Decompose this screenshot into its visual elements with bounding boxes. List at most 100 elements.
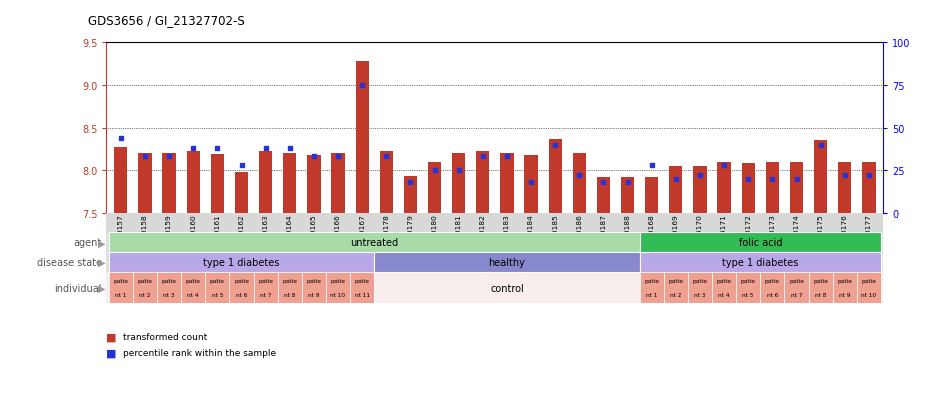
- Text: GSM440173: GSM440173: [770, 214, 775, 259]
- Bar: [283, 154, 296, 213]
- Text: patie: patie: [789, 279, 804, 284]
- Text: patie: patie: [741, 279, 756, 284]
- Text: GSM440162: GSM440162: [239, 214, 244, 259]
- Text: nt 4: nt 4: [188, 292, 199, 297]
- Text: disease state: disease state: [37, 258, 102, 268]
- Bar: [640, 233, 881, 253]
- Text: nt 7: nt 7: [260, 292, 271, 297]
- Bar: [326, 273, 350, 304]
- Bar: [187, 152, 200, 213]
- Bar: [760, 273, 784, 304]
- Text: agent: agent: [73, 238, 102, 248]
- Text: ▶: ▶: [98, 258, 105, 268]
- Bar: [235, 172, 248, 213]
- Bar: [229, 273, 253, 304]
- Bar: [640, 253, 881, 273]
- Text: GSM440178: GSM440178: [383, 214, 389, 259]
- Bar: [428, 162, 441, 213]
- Text: nt 2: nt 2: [670, 292, 682, 297]
- Text: nt 1: nt 1: [116, 292, 127, 297]
- Text: healthy: healthy: [488, 258, 525, 268]
- Text: transformed count: transformed count: [123, 332, 207, 341]
- Bar: [379, 152, 393, 213]
- Bar: [139, 154, 152, 213]
- Text: GSM440181: GSM440181: [456, 214, 462, 259]
- Bar: [278, 273, 302, 304]
- Text: GDS3656 / GI_21327702-S: GDS3656 / GI_21327702-S: [88, 14, 244, 27]
- Bar: [669, 166, 683, 213]
- Text: patie: patie: [306, 279, 321, 284]
- Bar: [205, 273, 229, 304]
- Text: ■: ■: [106, 332, 117, 342]
- Bar: [157, 273, 181, 304]
- Bar: [597, 178, 610, 213]
- Text: GSM440182: GSM440182: [480, 214, 486, 259]
- Bar: [375, 273, 640, 304]
- Bar: [694, 166, 707, 213]
- Text: nt 3: nt 3: [695, 292, 706, 297]
- Bar: [133, 273, 157, 304]
- Text: patie: patie: [282, 279, 297, 284]
- Text: GSM440187: GSM440187: [600, 214, 607, 259]
- Text: nt 1: nt 1: [646, 292, 658, 297]
- Text: untreated: untreated: [351, 238, 399, 248]
- Bar: [375, 253, 640, 273]
- Text: GSM440168: GSM440168: [648, 214, 655, 259]
- Text: patie: patie: [837, 279, 852, 284]
- Text: nt 10: nt 10: [330, 292, 346, 297]
- Text: folic acid: folic acid: [738, 238, 782, 248]
- Text: nt 9: nt 9: [839, 292, 850, 297]
- Text: patie: patie: [813, 279, 828, 284]
- Bar: [500, 154, 513, 213]
- Text: individual: individual: [55, 283, 102, 293]
- Bar: [838, 162, 851, 213]
- Bar: [718, 162, 731, 213]
- Bar: [476, 152, 489, 213]
- Bar: [404, 177, 417, 213]
- Text: GSM440163: GSM440163: [263, 214, 268, 259]
- Bar: [784, 273, 808, 304]
- Text: patie: patie: [693, 279, 708, 284]
- Text: ■: ■: [106, 348, 117, 358]
- Text: GSM440172: GSM440172: [746, 214, 751, 259]
- Text: ▶: ▶: [98, 283, 105, 293]
- Bar: [302, 273, 326, 304]
- Text: nt 9: nt 9: [308, 292, 320, 297]
- Text: nt 5: nt 5: [212, 292, 223, 297]
- Text: patie: patie: [644, 279, 660, 284]
- Text: patie: patie: [861, 279, 876, 284]
- Bar: [832, 273, 857, 304]
- Text: GSM440160: GSM440160: [191, 214, 196, 259]
- Text: nt 11: nt 11: [354, 292, 370, 297]
- Text: patie: patie: [186, 279, 201, 284]
- Bar: [114, 148, 128, 213]
- Text: GSM440177: GSM440177: [866, 214, 872, 259]
- Bar: [688, 273, 712, 304]
- Bar: [109, 273, 133, 304]
- Text: patie: patie: [234, 279, 249, 284]
- Text: patie: patie: [765, 279, 780, 284]
- Bar: [181, 273, 205, 304]
- Bar: [664, 273, 688, 304]
- Bar: [857, 273, 881, 304]
- Text: GSM440165: GSM440165: [311, 214, 317, 259]
- Bar: [712, 273, 736, 304]
- Bar: [736, 273, 760, 304]
- Text: GSM440185: GSM440185: [552, 214, 558, 259]
- Text: GSM440174: GSM440174: [794, 214, 799, 259]
- Bar: [331, 154, 345, 213]
- Text: patie: patie: [669, 279, 684, 284]
- Text: GSM440157: GSM440157: [117, 214, 124, 259]
- Text: GSM440183: GSM440183: [504, 214, 510, 259]
- Bar: [259, 152, 272, 213]
- Bar: [549, 139, 561, 213]
- Text: GSM440175: GSM440175: [818, 214, 823, 259]
- Bar: [814, 141, 827, 213]
- Bar: [350, 273, 375, 304]
- Text: patie: patie: [330, 279, 346, 284]
- Text: type 1 diabetes: type 1 diabetes: [204, 258, 279, 268]
- Text: GSM440167: GSM440167: [359, 214, 365, 259]
- Text: patie: patie: [114, 279, 129, 284]
- Text: nt 6: nt 6: [236, 292, 247, 297]
- Text: nt 8: nt 8: [284, 292, 295, 297]
